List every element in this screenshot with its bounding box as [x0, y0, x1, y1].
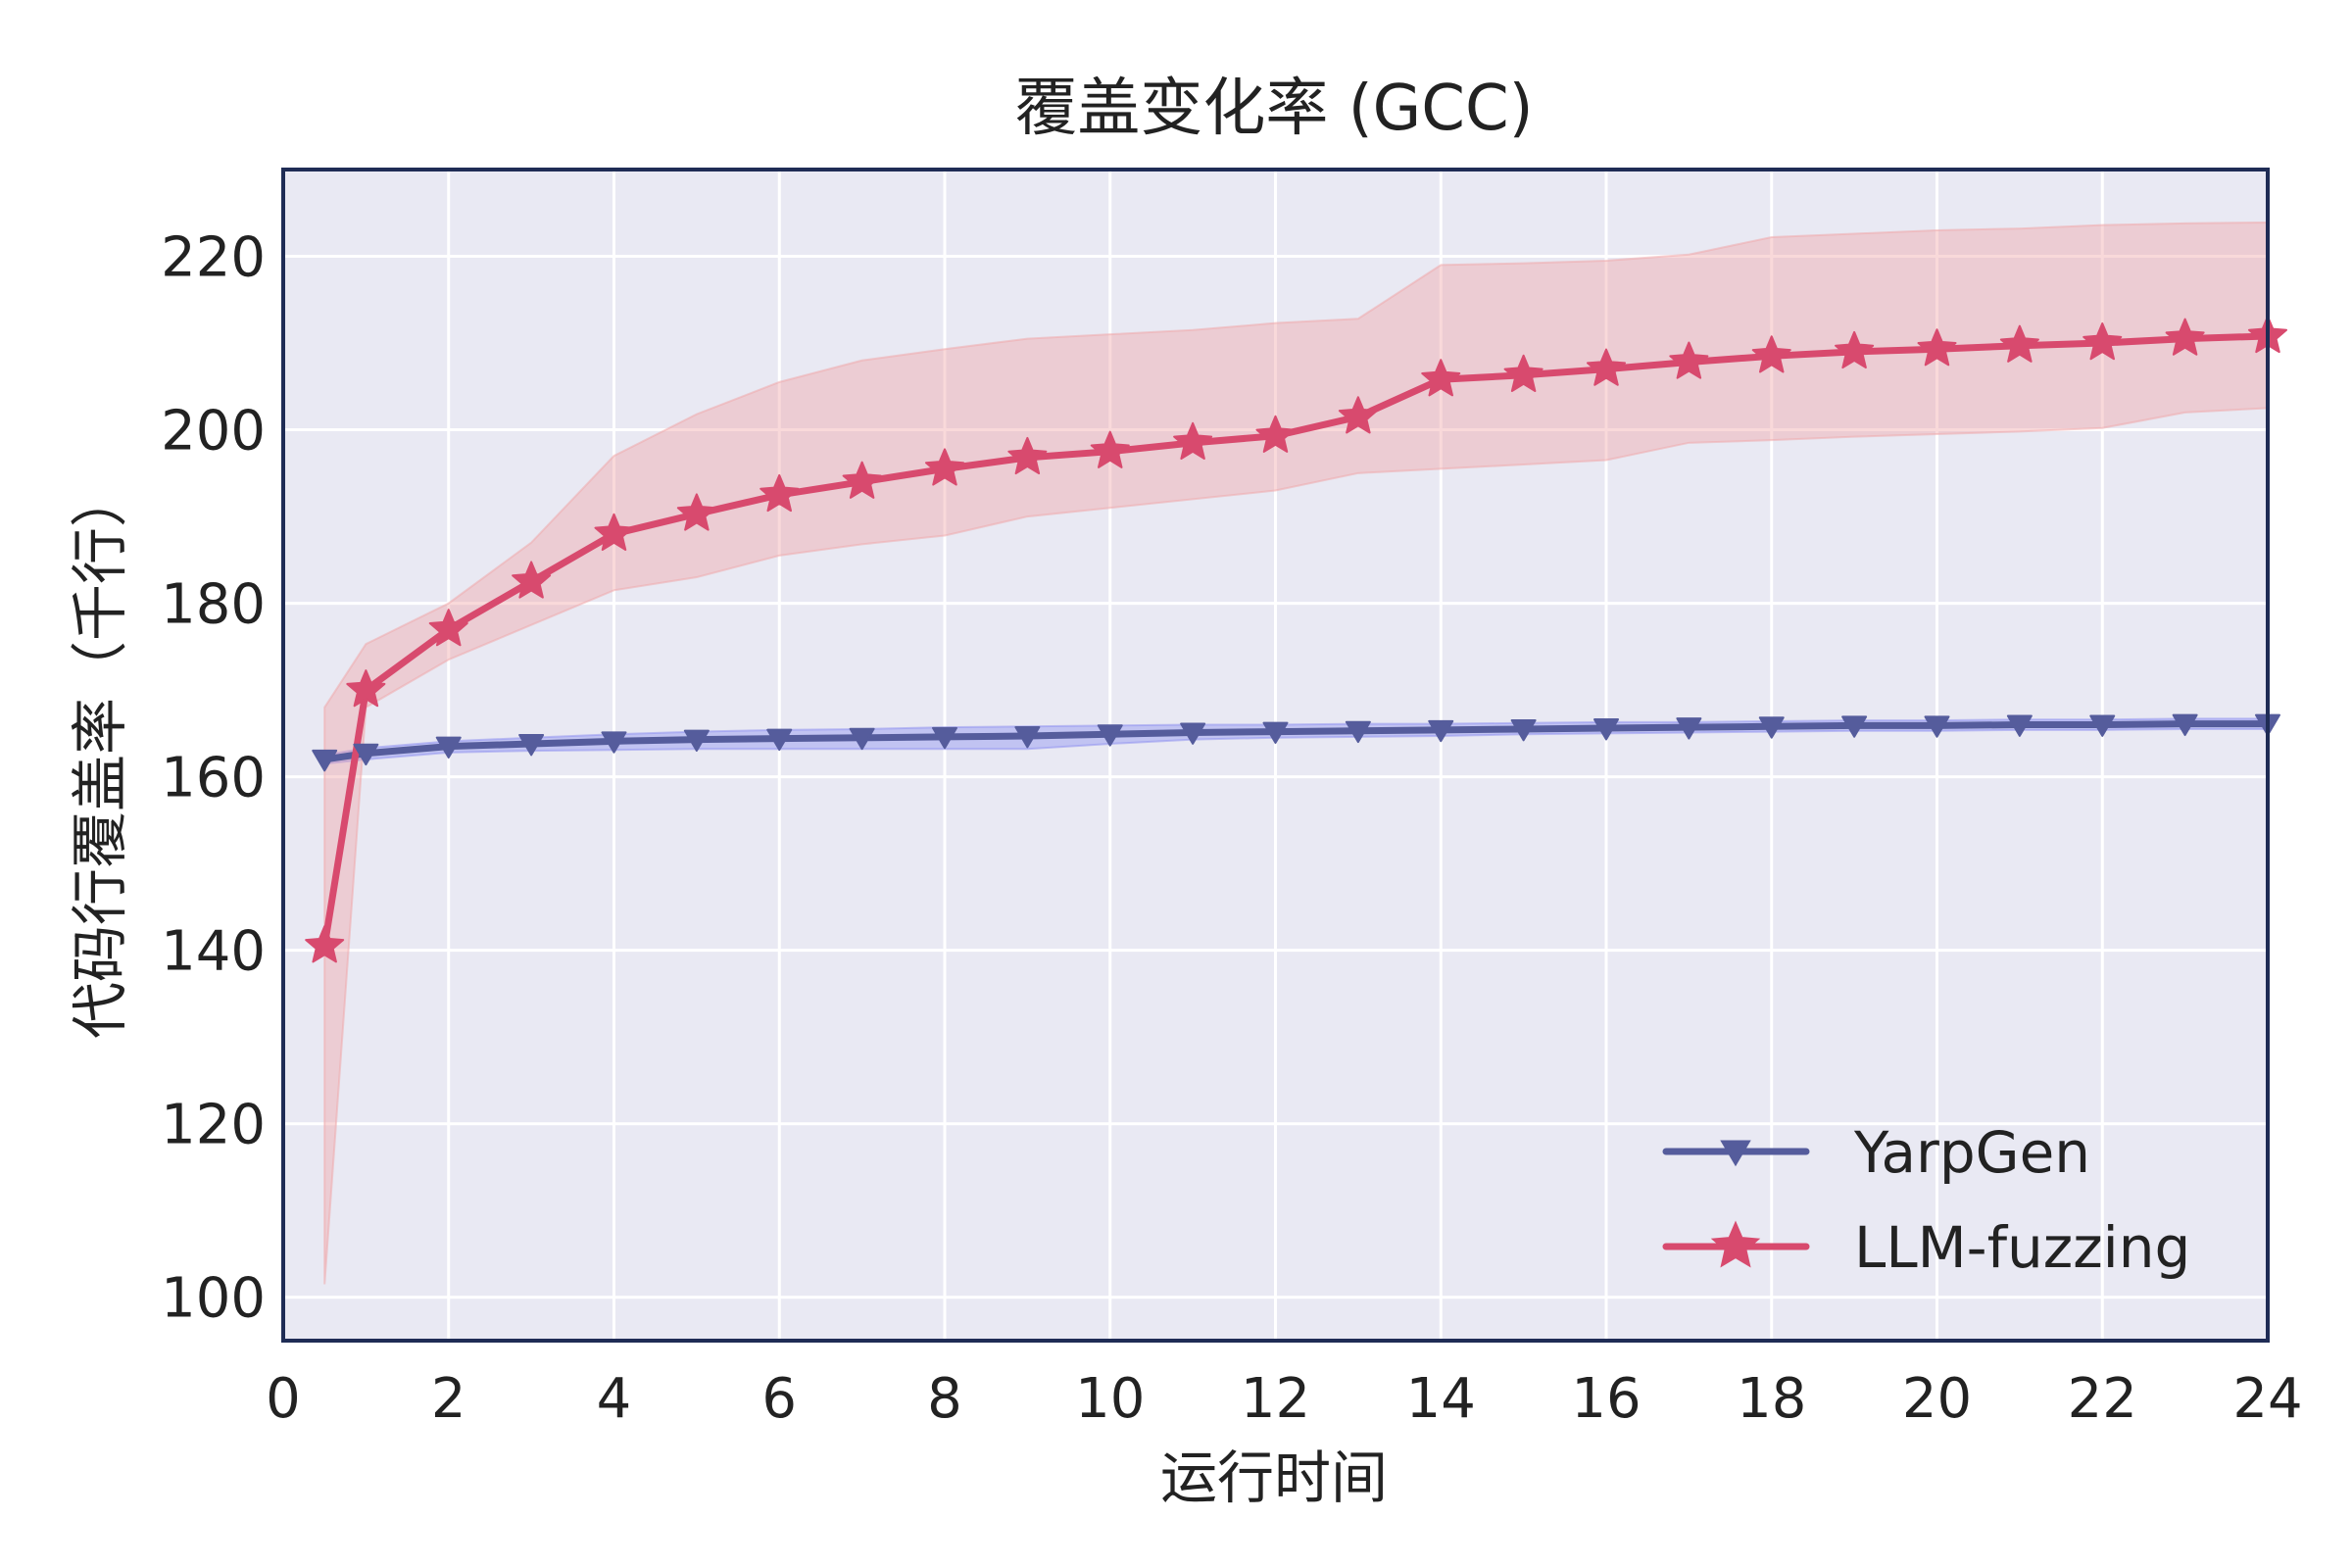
yarpgen-marker: [849, 727, 875, 751]
yarpgen-marker: [1676, 717, 1702, 740]
yarpgen-marker: [2006, 714, 2033, 737]
llm-fuzzing-marker: [512, 561, 552, 599]
yarpgen-marker: [1345, 720, 1371, 744]
yarpgen-marker: [601, 731, 627, 754]
yarpgen-marker: [932, 726, 957, 750]
llm-fuzzing-marker: [842, 461, 882, 499]
yarpgen-marker: [1924, 715, 1950, 738]
yarpgen-marker: [435, 736, 462, 760]
llm-fuzzing-marker: [1255, 415, 1296, 453]
chart-title: 覆盖变化率 (GCC): [1014, 73, 1533, 145]
y-tick-label: 200: [161, 400, 266, 464]
legend-marker-yarpgen: [1720, 1140, 1751, 1167]
x-axis-ticks: 0 2 4 6 8 10 12 14 16 18 20 22 24: [266, 1367, 2302, 1431]
yarpgen-marker: [1428, 719, 1454, 743]
llm-fuzzing-marker: [1917, 328, 1957, 367]
llm-fuzzing-marker: [1669, 341, 1709, 379]
yarpgen-marker: [353, 743, 379, 766]
x-tick-label: 16: [1571, 1367, 1641, 1431]
y-tick-label: 220: [161, 226, 266, 290]
yarpgen-marker: [1510, 718, 1537, 742]
llm-fuzzing-marker: [346, 669, 386, 708]
yarpgen-marker: [1593, 718, 1619, 741]
yarpgen-marker: [518, 733, 545, 757]
llm-fuzzing-marker: [760, 473, 800, 513]
x-tick-label: 24: [2232, 1367, 2302, 1431]
x-tick-label: 12: [1241, 1367, 1310, 1431]
llm-fuzzing-marker: [428, 609, 468, 647]
x-tick-label: 2: [431, 1367, 466, 1431]
llm-fuzzing-marker: [1090, 430, 1130, 468]
llm-fuzzing-marker: [2165, 318, 2205, 356]
y-axis-label: 代码行覆盖率（千行）: [67, 470, 133, 1039]
x-tick-label: 0: [266, 1367, 301, 1431]
y-tick-label: 120: [161, 1094, 266, 1157]
y-axis-ticks: 100 120 140 160 180 200 220: [161, 226, 266, 1331]
yarpgen-marker: [2089, 714, 2116, 737]
yarpgen-marker: [766, 728, 793, 752]
y-tick-label: 100: [161, 1267, 266, 1331]
x-axis-label: 运行时间: [1160, 1445, 1388, 1511]
llm-fuzzing-marker: [1835, 330, 1875, 369]
legend: YarpGen LLM-fuzzing: [1662, 1119, 2190, 1281]
yarpgen-marker: [312, 749, 338, 772]
y-tick-label: 160: [161, 747, 266, 810]
yarpgen-marker: [1097, 724, 1123, 747]
yarpgen-marker: [1180, 722, 1206, 745]
x-tick-label: 4: [597, 1367, 632, 1431]
legend-label-llm-fuzzing: LLM-fuzzing: [1854, 1214, 2190, 1281]
legend-label-yarpgen: YarpGen: [1853, 1119, 2090, 1186]
series-markers: [305, 315, 2288, 963]
yarpgen-marker: [1758, 716, 1785, 739]
x-tick-label: 20: [1902, 1367, 1972, 1431]
llm-fuzzing-marker: [1338, 396, 1378, 434]
yarpgen-marker: [2172, 713, 2198, 737]
llm-fuzzing-marker: [1007, 436, 1048, 475]
y-tick-label: 140: [161, 920, 266, 984]
x-tick-label: 14: [1406, 1367, 1476, 1431]
llm-fuzzing-marker: [1503, 354, 1544, 392]
llm-fuzzing-marker: [305, 925, 345, 963]
x-tick-label: 18: [1737, 1367, 1806, 1431]
llm-fuzzing-marker: [1173, 421, 1213, 461]
llm-fuzzing-marker: [1751, 335, 1791, 373]
llm-fuzzing-marker: [1999, 324, 2039, 363]
x-tick-label: 6: [761, 1367, 797, 1431]
x-tick-label: 10: [1075, 1367, 1145, 1431]
yarpgen-marker: [1841, 715, 1868, 738]
x-tick-label: 22: [2068, 1367, 2137, 1431]
y-tick-label: 180: [161, 573, 266, 637]
yarpgen-marker: [683, 729, 710, 752]
plot-frame: [281, 168, 2270, 1343]
legend-marker-llm-fuzzing: [1710, 1220, 1761, 1268]
llm-fuzzing-marker: [1586, 348, 1627, 386]
llm-fuzzing-marker: [676, 493, 716, 531]
yarpgen-marker: [1262, 721, 1289, 744]
llm-fuzzing-marker: [594, 513, 634, 551]
llm-fuzzing-marker: [924, 448, 965, 486]
llm-fuzzing-marker: [2082, 322, 2123, 361]
yarpgen-marker: [1014, 726, 1041, 749]
x-tick-label: 8: [927, 1367, 962, 1431]
llm-fuzzing-marker: [1421, 359, 1461, 397]
